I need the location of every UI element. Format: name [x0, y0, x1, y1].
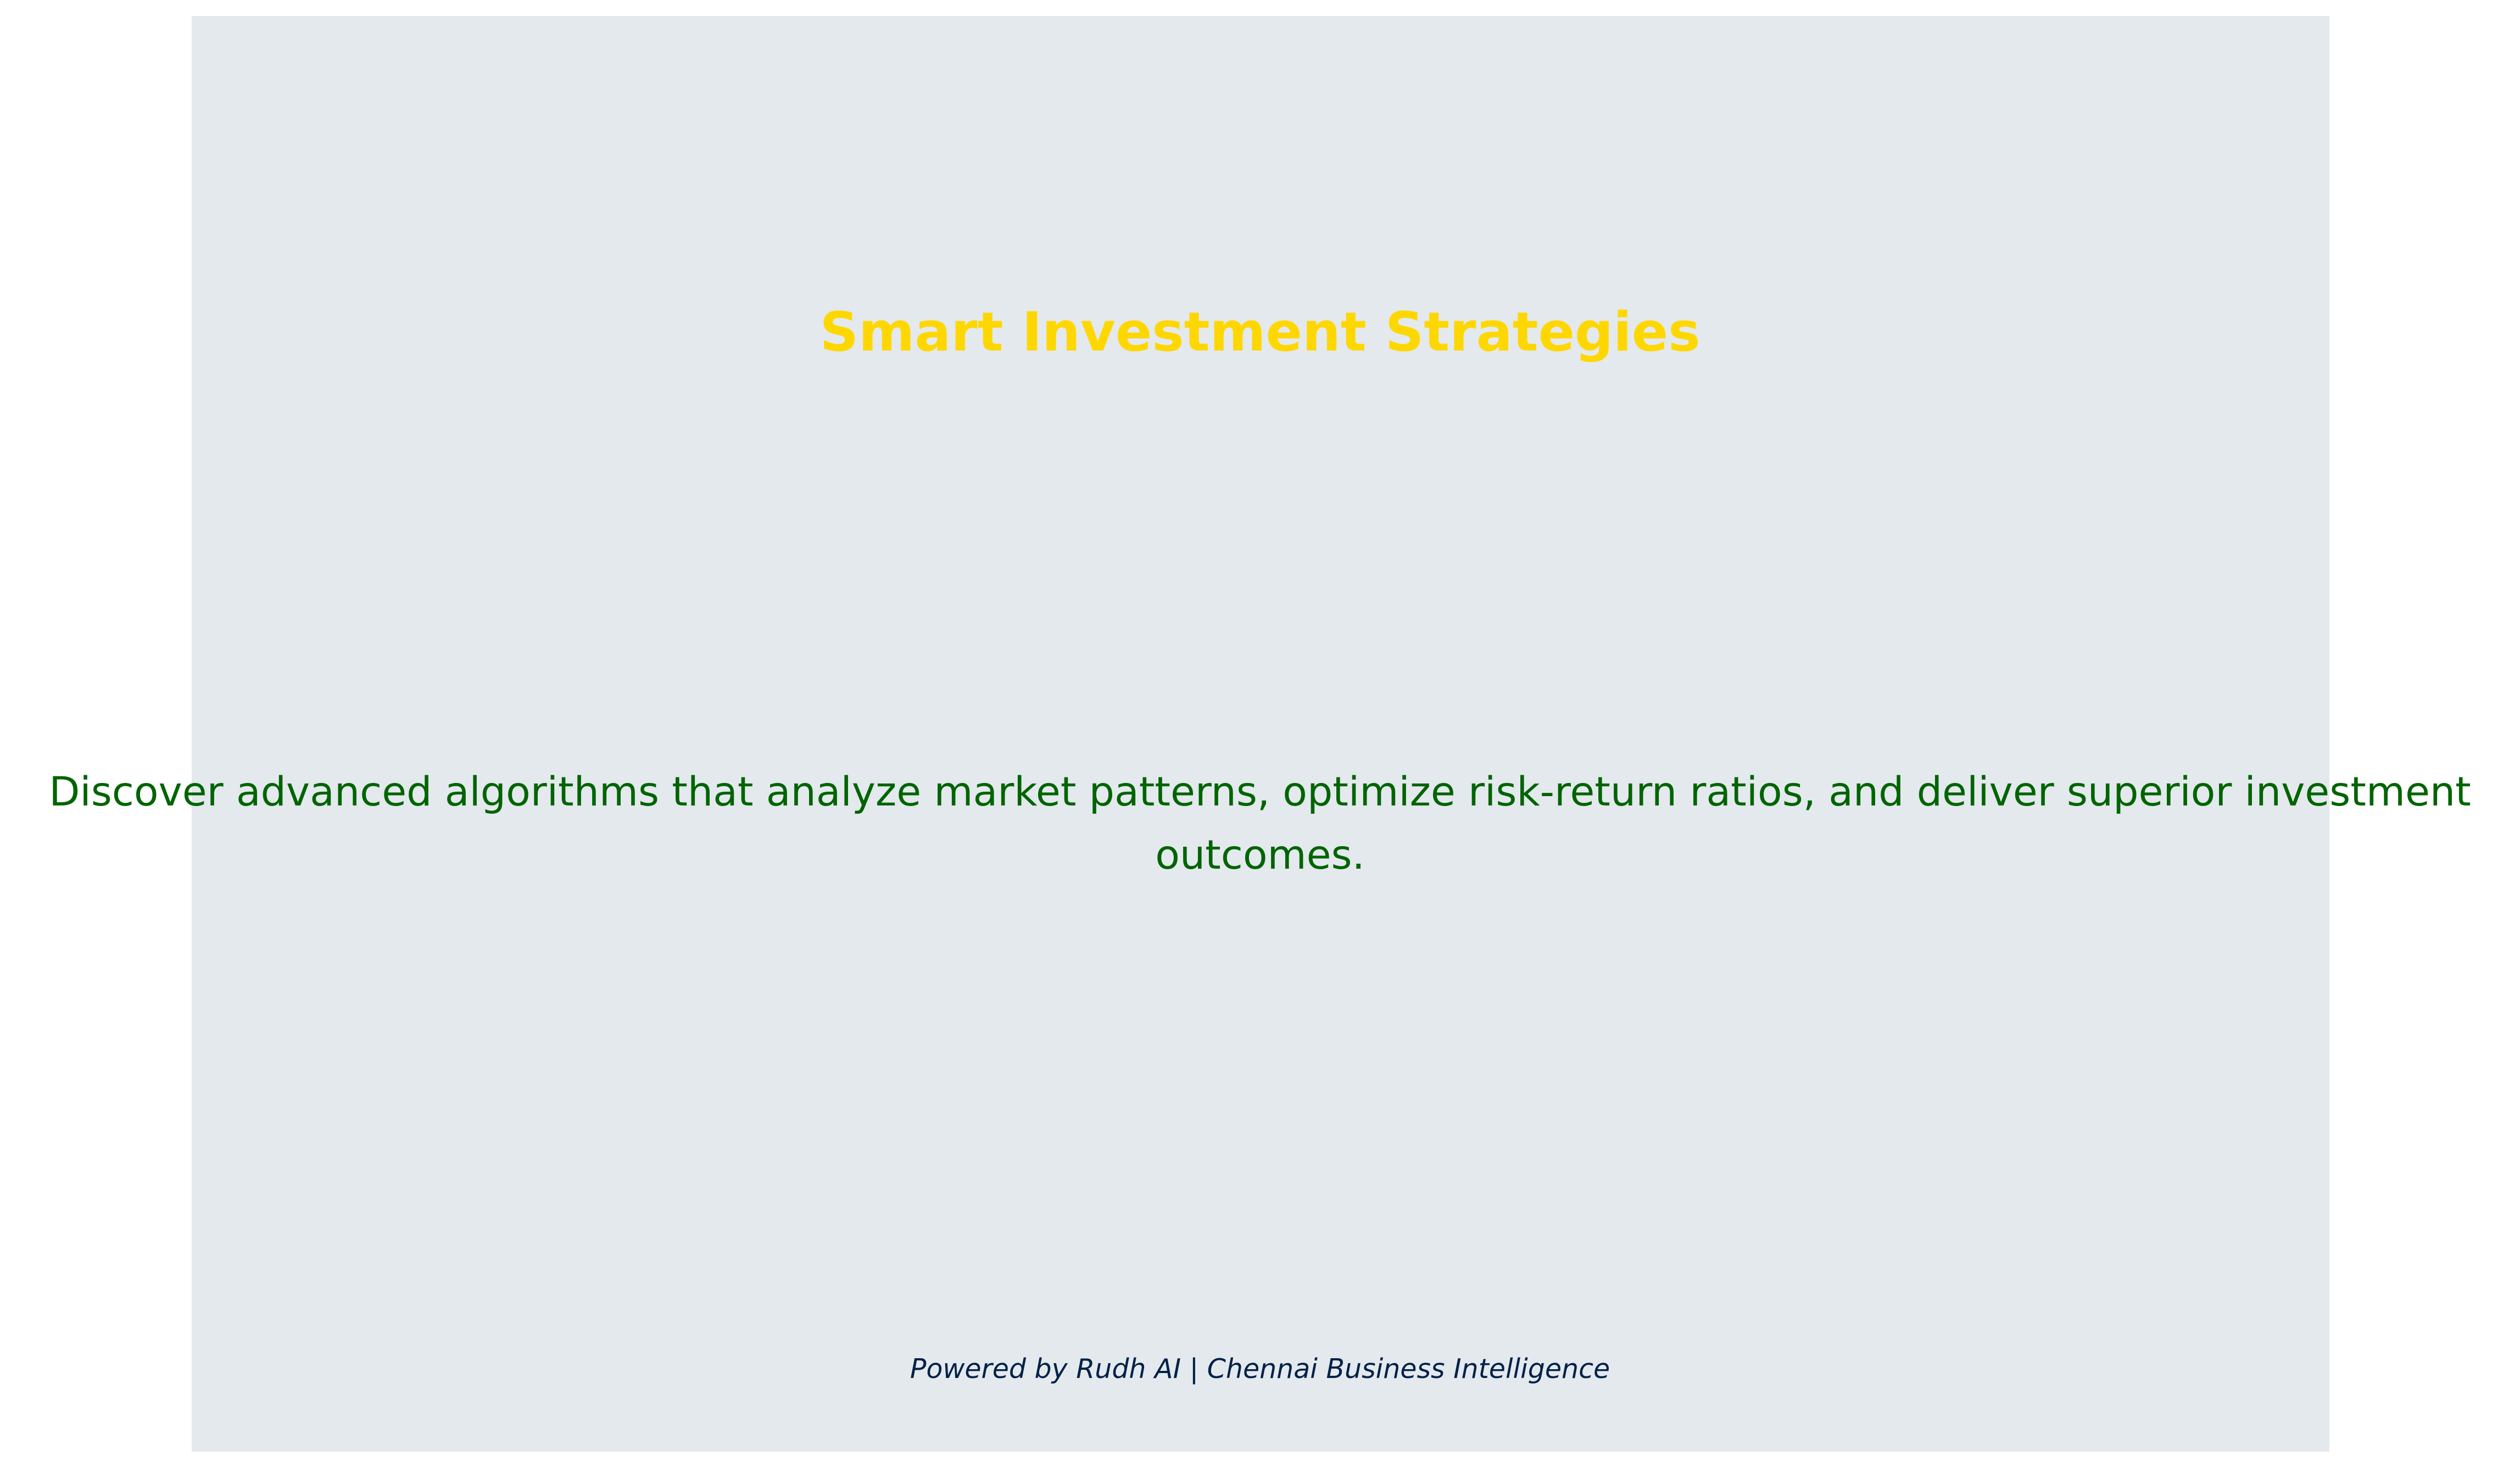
description-line-2: outcomes. [1155, 832, 1365, 879]
description-line-1: Discover advanced algorithms that analyz… [49, 769, 2471, 815]
page-title: Smart Investment Strategies [819, 301, 1701, 364]
footer-credit: Powered by Rudh AI | Chennai Business In… [910, 1353, 1610, 1385]
background-panel [192, 16, 2329, 1452]
description-text: Discover advanced algorithms that analyz… [0, 760, 2520, 887]
